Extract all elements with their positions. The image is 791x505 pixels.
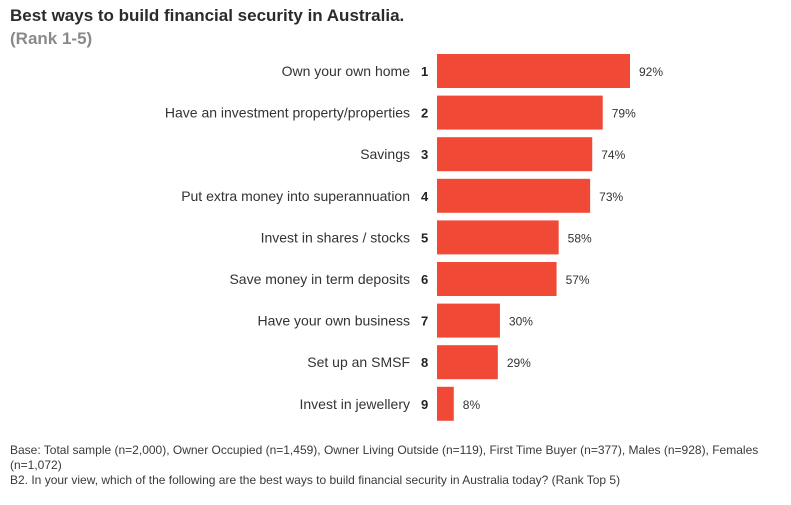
bar-chart: Own your own home 1 92% Have an investment …	[165, 54, 663, 421]
rank-label-2: 2	[421, 106, 428, 121]
bar-1	[437, 54, 630, 88]
value-label-1: 92%	[639, 65, 663, 79]
category-label-2: Have an investment property/properties	[165, 105, 410, 121]
category-label-6: Save money in term deposits	[229, 271, 410, 287]
bar-6	[437, 262, 557, 296]
footnote-question: B2. In your view, which of the following…	[10, 473, 621, 487]
value-label-5: 58%	[568, 231, 592, 245]
value-label-8: 29%	[507, 356, 531, 370]
rank-label-3: 3	[421, 147, 428, 162]
value-label-7: 30%	[509, 315, 533, 329]
chart-title: Best ways to build financial security in…	[10, 6, 405, 25]
value-label-9: 8%	[463, 398, 481, 412]
category-label-5: Invest in shares / stocks	[261, 229, 410, 245]
value-label-6: 57%	[566, 273, 590, 287]
value-label-4: 73%	[599, 190, 623, 204]
chart-subtitle: (Rank 1-5)	[10, 29, 93, 48]
value-label-3: 74%	[601, 148, 625, 162]
category-label-8: Set up an SMSF	[307, 354, 410, 370]
rank-label-9: 9	[421, 397, 428, 412]
bar-4	[437, 178, 591, 213]
bar-8	[437, 345, 498, 380]
category-label-1: Own your own home	[282, 63, 411, 79]
category-label-4: Put extra money into superannuation	[181, 188, 410, 204]
rank-label-7: 7	[421, 314, 428, 329]
rank-label-1: 1	[421, 64, 428, 79]
rank-label-4: 4	[421, 189, 429, 204]
category-label-3: Savings	[360, 146, 410, 162]
category-label-9: Invest in jewellery	[300, 396, 411, 412]
rank-label-5: 5	[421, 230, 428, 245]
bar-3	[437, 137, 593, 172]
bar-9	[437, 386, 454, 421]
footnote-base: Base: Total sample (n=2,000), Owner Occu…	[10, 443, 759, 472]
bar-5	[437, 220, 559, 255]
bar-2	[437, 95, 603, 130]
bar-7	[437, 303, 500, 338]
rank-label-8: 8	[421, 355, 428, 370]
category-label-7: Have your own business	[257, 313, 410, 329]
rank-label-6: 6	[421, 272, 428, 287]
value-label-2: 79%	[612, 107, 636, 121]
